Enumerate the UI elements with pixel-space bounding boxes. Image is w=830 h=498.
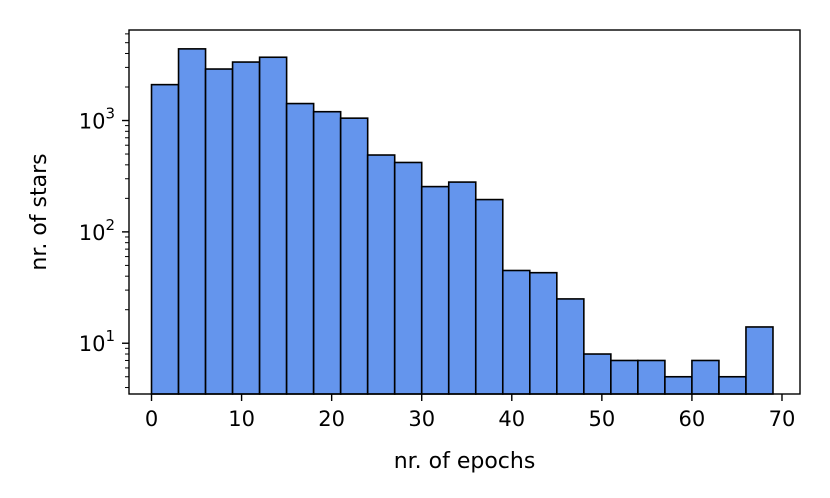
histogram-bar	[501, 269, 531, 395]
histogram-bar	[528, 271, 558, 395]
x-tick-label: 10	[228, 407, 255, 431]
histogram-bar	[691, 359, 720, 395]
x-tick-label: 20	[318, 407, 345, 431]
y-tick-label: 103	[79, 105, 115, 134]
x-axis-label: nr. of epochs	[394, 449, 536, 474]
x-tick-label: 60	[679, 407, 706, 431]
histogram-bar	[718, 375, 747, 395]
x-tick-label: 70	[769, 407, 796, 431]
x-tick-label: 40	[498, 407, 525, 431]
histogram-bar	[150, 83, 180, 395]
x-tick-label: 50	[588, 407, 615, 431]
histogram-bar	[474, 198, 504, 395]
histogram-bar	[366, 154, 396, 395]
histogram-bar	[583, 353, 612, 395]
histogram-bar	[637, 359, 666, 395]
histogram-bar	[204, 68, 234, 395]
histogram-bar	[745, 326, 774, 395]
histogram-bar	[556, 298, 585, 395]
y-tick-label: 101	[79, 327, 115, 356]
histogram-bar	[285, 102, 315, 395]
histogram-bar	[312, 110, 342, 395]
histogram-bar	[420, 185, 450, 395]
histogram-bar	[339, 117, 369, 395]
histogram-bar	[610, 359, 639, 395]
y-axis-ticks: 101 102 103	[79, 105, 129, 356]
histogram-bar	[393, 161, 423, 395]
histogram-bar	[664, 375, 693, 395]
x-axis-ticks: 0 10 20 30 40 50 60 70	[145, 394, 796, 431]
x-tick-label: 30	[408, 407, 435, 431]
histogram-bar	[231, 61, 261, 395]
plot-frame	[128, 29, 801, 395]
x-tick-label: 0	[145, 407, 158, 431]
histogram-bars	[150, 48, 774, 395]
y-axis-label: nr. of stars	[27, 153, 52, 270]
histogram-bar	[447, 181, 477, 395]
histogram-bar	[258, 56, 288, 395]
histogram-bar	[177, 48, 207, 395]
y-tick-label: 102	[79, 216, 115, 245]
